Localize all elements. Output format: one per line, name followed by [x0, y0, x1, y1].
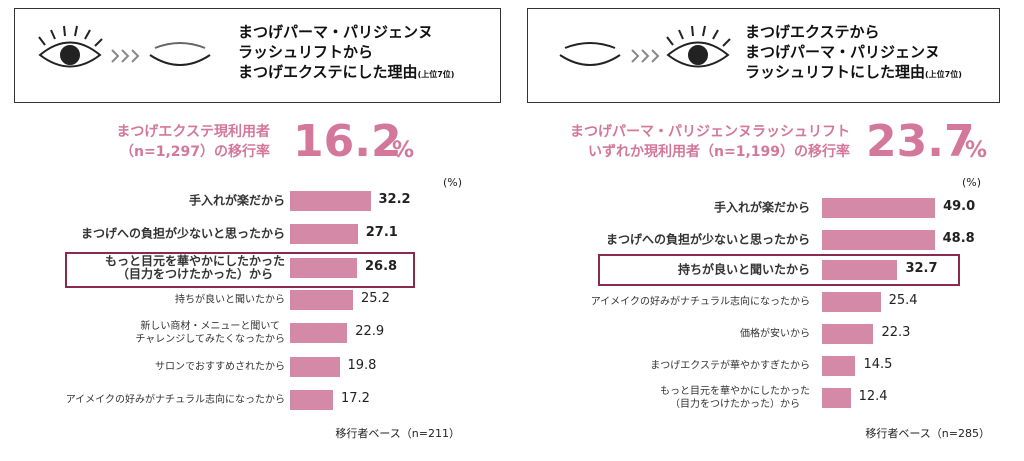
header-title: まつげパーマ・パリジェンヌ ラッシュリフトから まつげエクステにした理由(上位7… [238, 22, 454, 85]
rate-unit: % [965, 138, 988, 163]
rate-label: まつげパーマ・パリジェンヌラッシュリフト いずれか現利用者（n=1,199）の移… [570, 124, 850, 160]
unit-label: (%) [962, 176, 982, 189]
value-label: 48.8 [942, 231, 975, 246]
bar [290, 357, 340, 377]
bar [822, 292, 881, 312]
value-label: 25.2 [361, 291, 390, 306]
eye-icons [38, 25, 731, 68]
header-box [14, 8, 501, 103]
category-label: 持ちが良いと聞いたから [175, 294, 285, 306]
highlight-box [65, 252, 415, 288]
category-label: まつげへの負担が少ないと思ったから [80, 226, 285, 241]
bar [822, 230, 935, 250]
header-title: まつげエクステから まつげパーマ・パリジェンヌ ラッシュリフトにした理由(上位7… [745, 22, 962, 85]
category-label: 手入れが楽だから [713, 200, 810, 215]
rate-unit: % [392, 138, 415, 163]
unit-label: (%) [443, 176, 463, 189]
bar [290, 290, 353, 310]
title-note: (上位7位) [417, 70, 455, 79]
title: まつげパーマ・パリジェンヌ ラッシュリフトから まつげエクステにした理由 [238, 23, 434, 81]
bar [290, 224, 358, 244]
category-label: まつげエクステが華やかすぎたから [650, 360, 810, 372]
category-label: アイメイクの好みがナチュラル志向になったから [590, 296, 810, 308]
value-label: 26.8 [365, 259, 398, 274]
bar [822, 198, 936, 218]
value-label: 22.9 [355, 324, 385, 339]
value-label: 22.3 [881, 325, 911, 340]
category-label: もっと目元を華やかにしたかった （目力をつけたかった）から [104, 254, 285, 281]
value-label: 49.0 [943, 199, 976, 214]
category-label: サロンでおすすめされたから [155, 361, 285, 373]
value-label: 32.2 [378, 192, 411, 207]
rate-value: 23.7 [866, 116, 975, 167]
bar [822, 388, 851, 408]
highlight-box [598, 254, 960, 286]
category-label: 新しい商材・メニューと聞いて チャレンジしてみたくなったから [135, 321, 285, 345]
category-label: 持ちが良いと聞いたから [677, 262, 810, 277]
category-label: もっと目元を華やかにしたかった （目力をつけたかった）から [660, 386, 810, 410]
category-label: 価格が安いから [740, 328, 810, 340]
value-label: 19.8 [347, 358, 377, 373]
bar [290, 390, 333, 410]
bar [822, 260, 898, 280]
category-label: 手入れが楽だから [188, 193, 285, 208]
value-label: 25.4 [888, 293, 918, 308]
base-label: 移行者ベース（n=211） [335, 427, 460, 440]
bar [290, 323, 348, 343]
bar [822, 324, 874, 344]
category-label: まつげへの負担が少ないと思ったから [605, 232, 810, 247]
value-label: 17.2 [341, 391, 370, 406]
header-box [527, 8, 1000, 103]
value-label: 32.7 [905, 261, 938, 276]
value-label: 12.4 [858, 389, 888, 404]
title-note: (上位7位) [925, 70, 962, 79]
rate-value: 16.2 [293, 116, 402, 167]
base-label: 移行者ベース（n=285） [865, 427, 990, 440]
bar [822, 356, 856, 376]
value-label: 27.1 [365, 225, 398, 240]
bar [290, 191, 371, 211]
rate-label: まつげエクステ現利用者 （n=1,297）の移行率 [116, 124, 270, 160]
value-label: 14.5 [863, 357, 893, 372]
category-label: アイメイクの好みがナチュラル志向になったから [65, 394, 285, 406]
bar [290, 258, 357, 278]
title: まつげエクステから まつげパーマ・パリジェンヌ ラッシュリフトにした理由 [745, 23, 941, 81]
